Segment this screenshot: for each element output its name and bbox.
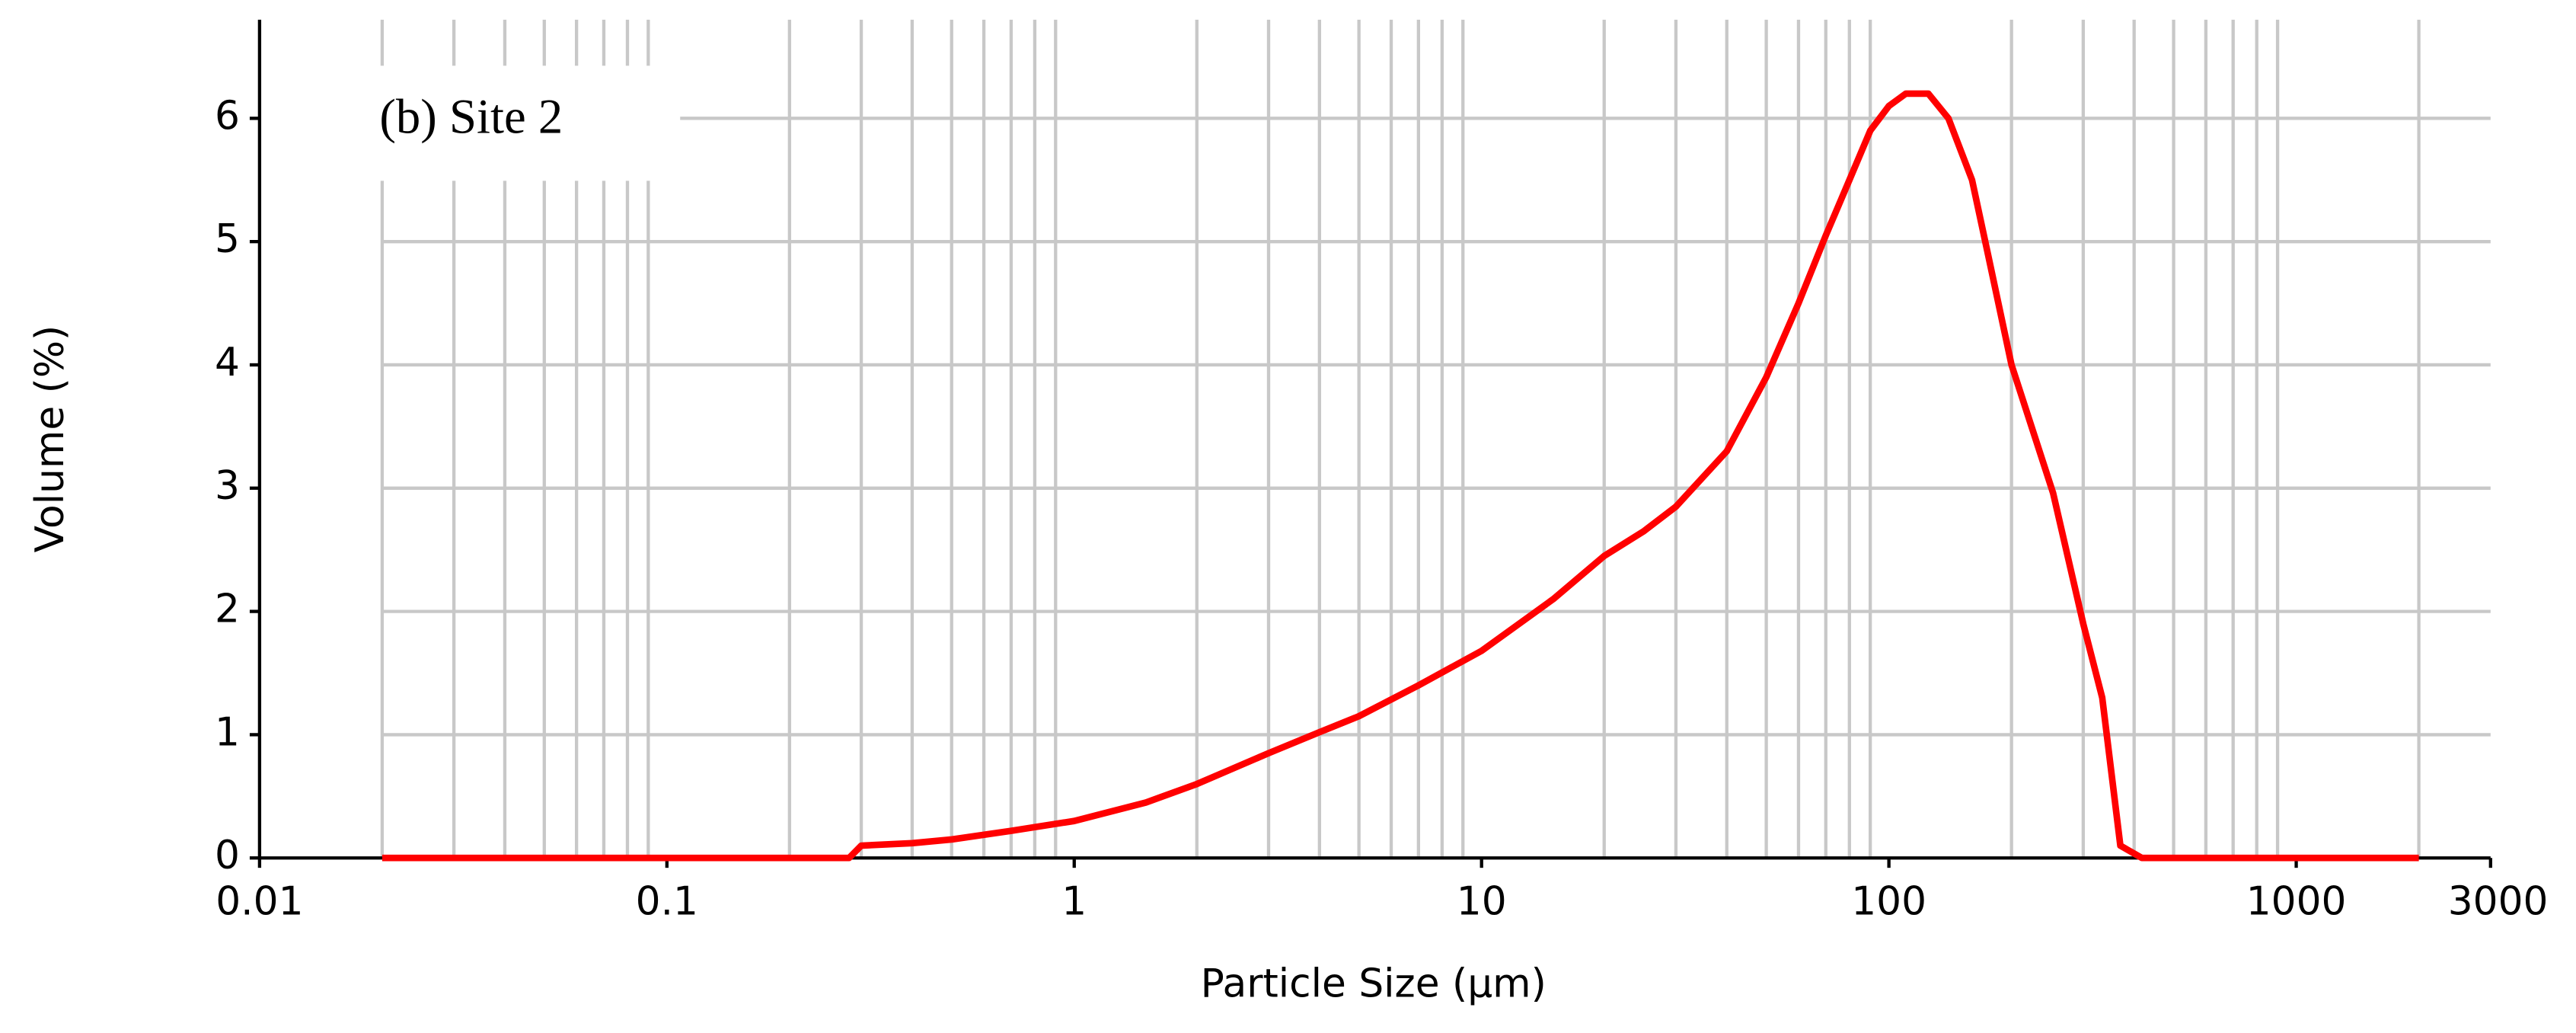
x-tick-label: 0.1 bbox=[636, 879, 698, 925]
x-tick-label: 0.01 bbox=[215, 879, 303, 925]
x-tick-label: 100 bbox=[1851, 879, 1926, 925]
x-tick-label: 3000 bbox=[2448, 879, 2549, 925]
y-tick-label: 3 bbox=[215, 463, 240, 509]
x-tick-label: 1 bbox=[1061, 879, 1087, 925]
y-axis-label: Volume (%) bbox=[27, 325, 73, 553]
y-tick-label: 2 bbox=[215, 587, 240, 632]
data-line bbox=[381, 90, 2419, 862]
x-axis-label: Particle Size (µm) bbox=[1201, 961, 1547, 1007]
y-tick-label: 0 bbox=[215, 833, 240, 878]
x-tick-label: 1000 bbox=[2246, 879, 2347, 925]
title-box bbox=[358, 66, 681, 181]
chart-title: (b) Site 2 bbox=[379, 89, 563, 144]
y-tick-label: 1 bbox=[215, 709, 240, 755]
y-tick-label: 6 bbox=[215, 93, 240, 139]
x-tick-label: 10 bbox=[1457, 879, 1507, 925]
y-tick-label: 4 bbox=[215, 340, 240, 385]
y-tick-label: 5 bbox=[215, 216, 240, 262]
